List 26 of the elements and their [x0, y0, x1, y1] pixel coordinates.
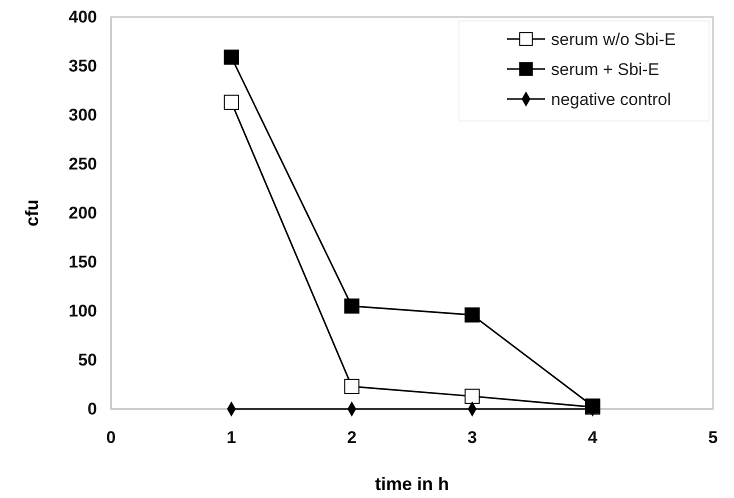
y-tick-label: 200 — [68, 203, 97, 222]
x-tick-label: 3 — [467, 428, 477, 448]
x-tick-label: 5 — [708, 428, 718, 448]
y-tick-label: 300 — [68, 105, 97, 124]
x-tick-label: 0 — [106, 428, 116, 448]
point — [344, 298, 360, 314]
legend-label: serum + Sbi-E — [551, 60, 660, 79]
x-axis-title: time in h — [374, 474, 450, 494]
y-axis-title: cfu — [22, 200, 42, 226]
x-tick-label: 4 — [588, 428, 598, 448]
x-tick-label: 1 — [226, 428, 236, 448]
legend-label: negative control — [551, 90, 672, 109]
point — [224, 50, 239, 65]
x-tick-label: 2 — [347, 428, 357, 448]
point — [464, 388, 480, 404]
y-tick-label: 50 — [78, 350, 97, 370]
y-tick-label: 350 — [68, 56, 97, 76]
y-tick-label: 0 — [88, 399, 97, 418]
y-tick-label: 400 — [68, 7, 97, 26]
point — [464, 307, 480, 322]
legend-label: serum w/o Sbi-E — [551, 30, 676, 49]
point — [344, 378, 360, 394]
y-tick-label: 150 — [68, 252, 97, 272]
y-tick-label: 250 — [68, 154, 97, 174]
y-tick-label: 100 — [68, 301, 97, 320]
point — [224, 94, 239, 110]
